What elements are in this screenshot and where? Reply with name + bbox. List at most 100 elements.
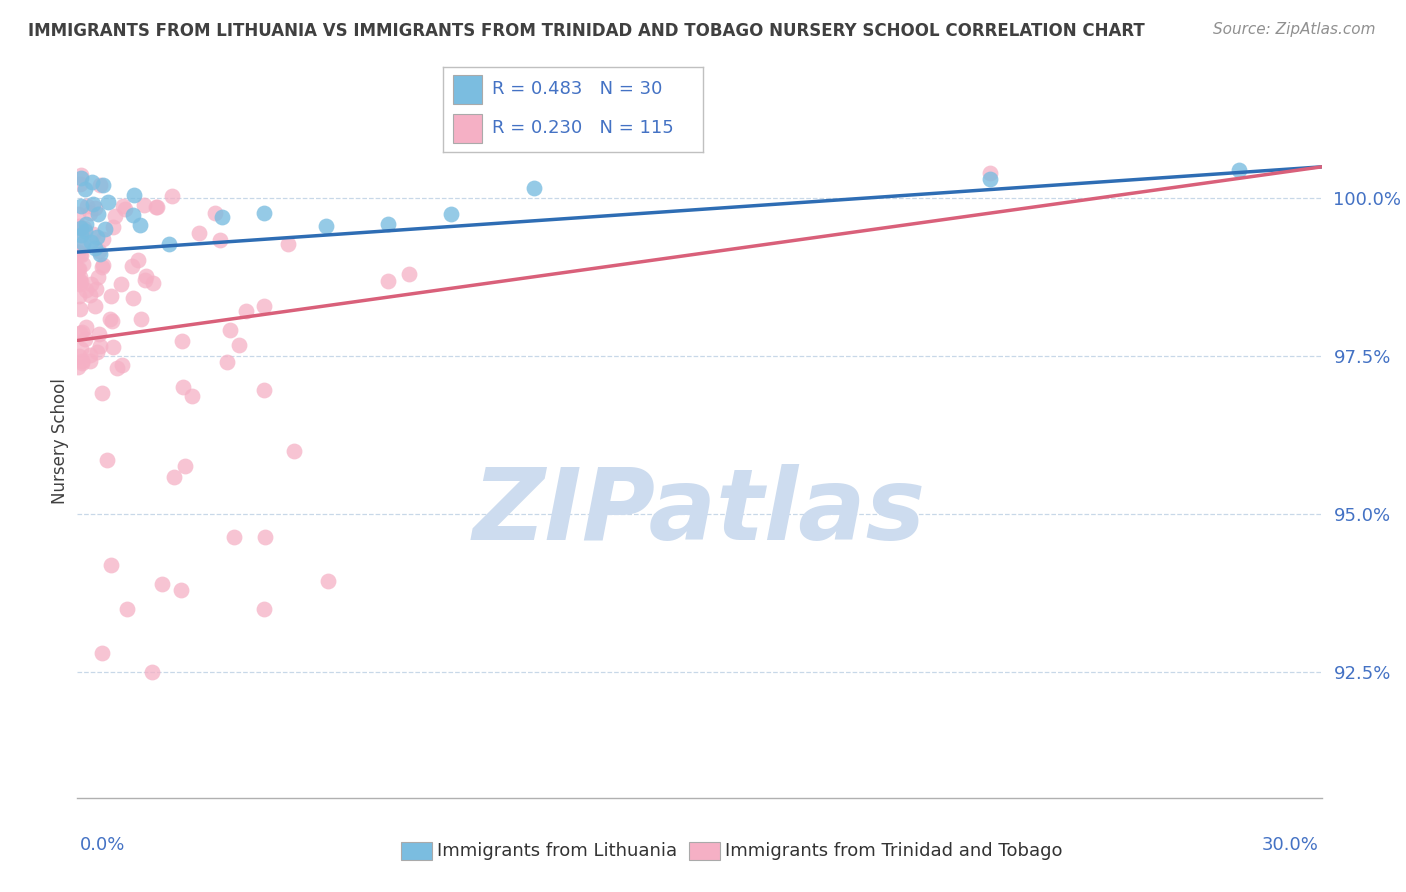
Point [67,244,90,259]
Point [69,343,91,357]
Text: IMMIGRANTS FROM LITHUANIA VS IMMIGRANTS FROM TRINIDAD AND TOBAGO NURSERY SCHOOL : IMMIGRANTS FROM LITHUANIA VS IMMIGRANTS … [28,22,1144,40]
Point [128,218,150,232]
Point [253,602,276,616]
Point [80,277,103,292]
Point [67,273,90,287]
Point [79,354,101,368]
Point [67,349,90,363]
Point [101,314,124,328]
Point [70,275,93,289]
Point [112,199,135,213]
Point [208,233,231,247]
Point [180,389,202,403]
Point [84,241,107,255]
Point [252,299,274,313]
Point [122,291,145,305]
Point [86,230,108,244]
Y-axis label: Nursery School: Nursery School [51,378,69,505]
Point [97,195,120,210]
Point [222,530,245,544]
Point [254,530,277,544]
Point [283,443,305,458]
Point [134,273,156,287]
Point [235,304,257,318]
Point [69,247,91,261]
Point [122,188,145,202]
Point [70,239,93,253]
Point [70,199,93,213]
Point [70,354,93,368]
Point [96,453,118,467]
Point [157,236,180,251]
Text: R = 0.483   N = 30: R = 0.483 N = 30 [492,80,662,98]
Point [316,574,339,588]
Point [315,219,337,233]
Point [253,206,276,220]
Point [122,208,145,222]
Point [131,312,153,326]
Text: ZIPatlas: ZIPatlas [472,465,927,561]
Point [101,340,124,354]
Point [70,224,93,238]
Text: Source: ZipAtlas.com: Source: ZipAtlas.com [1212,22,1375,37]
Point [174,458,197,473]
Point [277,236,299,251]
Point [979,166,1001,180]
Point [67,245,90,260]
Point [70,228,93,243]
Point [72,325,94,339]
Text: R = 0.230   N = 115: R = 0.230 N = 115 [492,120,673,137]
Point [75,319,97,334]
Point [105,361,128,376]
Point [104,209,127,223]
Point [439,207,461,221]
Point [163,470,186,484]
Point [94,222,117,236]
Point [145,200,167,214]
Point [110,277,132,291]
Point [69,219,91,233]
Point [69,269,91,284]
FancyBboxPatch shape [453,76,482,104]
Point [101,220,124,235]
Point [67,288,90,302]
Point [141,665,163,679]
Point [72,257,94,271]
Point [93,178,115,192]
Point [73,224,96,238]
Point [228,337,250,351]
Point [69,169,91,183]
Point [82,227,104,242]
Point [377,217,399,231]
Point [111,358,134,372]
Point [87,270,110,285]
Point [79,235,101,250]
Point [87,327,110,342]
Point [89,178,111,192]
Text: Immigrants from Lithuania: Immigrants from Lithuania [437,842,678,860]
Point [89,246,111,260]
Point [87,244,110,258]
Point [83,201,105,215]
FancyBboxPatch shape [453,114,482,143]
Point [211,210,233,224]
Point [1227,163,1250,178]
Point [69,326,91,340]
Point [98,312,121,326]
Point [523,181,546,195]
Text: 0.0%: 0.0% [80,836,125,854]
Point [91,646,114,660]
Point [69,220,91,235]
Point [188,226,211,240]
Point [75,182,97,196]
Point [67,262,90,277]
Point [253,383,276,397]
Point [80,175,103,189]
Point [83,299,105,313]
Point [67,360,90,375]
Point [90,260,112,274]
Point [84,282,107,296]
Point [69,301,91,316]
Point [91,232,114,246]
Point [100,558,122,572]
